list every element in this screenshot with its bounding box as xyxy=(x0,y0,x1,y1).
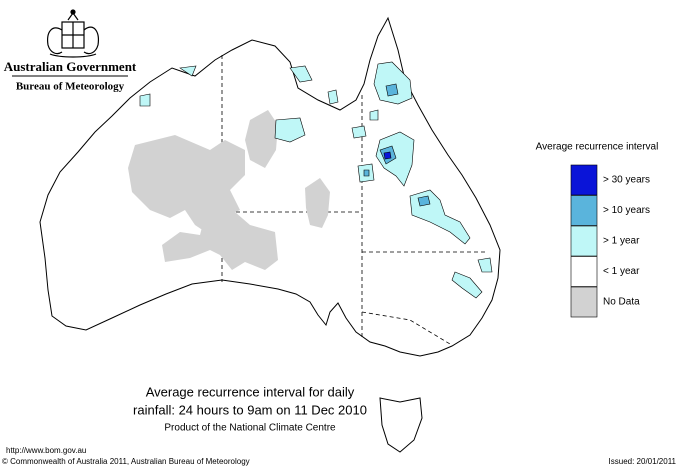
no-data-area xyxy=(305,178,330,228)
legend-swatch xyxy=(570,256,598,287)
state-border xyxy=(361,311,451,345)
caption-line: Average recurrence interval for daily xyxy=(146,384,355,399)
caption-line: rainfall: 24 hours to 9am on 11 Dec 2010 xyxy=(133,402,367,417)
legend-label: < 1 year xyxy=(603,266,640,277)
area-gt-1-year xyxy=(451,271,483,299)
caption-subtitle: Product of the National Climate Centre xyxy=(164,423,336,434)
area-gt-1-year xyxy=(375,131,415,187)
area-gt-1-year xyxy=(139,93,151,107)
area-gt-30-years xyxy=(383,151,392,160)
area-gt-1-year xyxy=(351,125,367,139)
legend-swatch xyxy=(570,164,598,196)
legend-swatch xyxy=(570,225,598,257)
area-gt-1-year xyxy=(373,61,413,105)
no-data-area xyxy=(162,212,278,270)
legend-title: Average recurrence interval xyxy=(536,142,659,153)
area-gt-1-year xyxy=(327,89,339,105)
dept-name: Bureau of Meteorology xyxy=(16,81,125,93)
org-name: Australian Government xyxy=(4,59,137,74)
footer-copyright: © Commonwealth of Australia 2011, Austra… xyxy=(2,457,250,466)
area-gt-10-years xyxy=(417,195,431,207)
area-gt-1-year xyxy=(477,257,493,273)
legend-swatch xyxy=(570,195,598,226)
area-gt-1-year xyxy=(274,117,306,143)
legend: > 30 years > 10 years > 1 year < 1 year No D… xyxy=(570,164,650,318)
area-gt-1-year xyxy=(289,65,313,83)
australia-coast xyxy=(39,16,501,357)
legend-swatch xyxy=(570,286,598,318)
legend-label: No Data xyxy=(603,297,640,308)
footer-url: http://www.bom.gov.au xyxy=(6,446,86,455)
legend-label: > 10 years xyxy=(603,205,650,216)
rainfall-areas xyxy=(139,61,493,299)
no-data-area xyxy=(245,110,278,168)
coat-of-arms xyxy=(47,9,99,58)
legend-label: > 1 year xyxy=(603,236,640,247)
footer-issued: Issued: 20/01/2011 xyxy=(609,457,677,466)
area-gt-1-year xyxy=(179,65,197,77)
area-gt-1-year xyxy=(369,109,379,121)
no-data-areas xyxy=(128,110,330,270)
area-gt-10-years xyxy=(363,169,370,177)
tasmania xyxy=(379,397,423,453)
area-gt-10-years xyxy=(385,83,399,97)
no-data-area xyxy=(128,135,245,235)
legend-label: > 30 years xyxy=(603,175,650,186)
